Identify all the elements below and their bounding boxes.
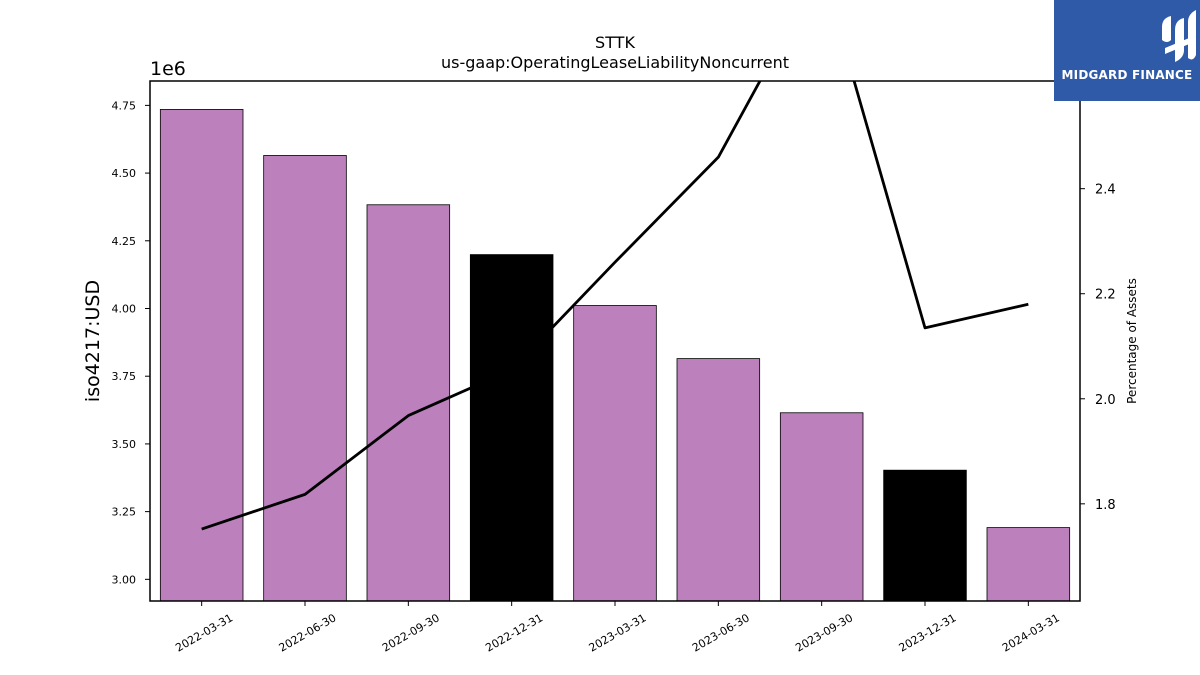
chart-subtitle: us-gaap:OperatingLeaseLiabilityNoncurren… [441,53,789,72]
bar-2023-09-30 [779,412,864,602]
y-tick-label: 3.00 [112,573,137,586]
bar-2023-12-31 [883,469,967,602]
y2-tick-label: 2.0 [1095,393,1116,408]
chart-title: STTK [595,33,635,52]
y2-tick-label: 2.4 [1095,183,1116,198]
logo-text: MIDGARD FINANCE [1061,68,1193,82]
percentage-of-assets-line [201,81,1029,531]
y-tick-label: 4.75 [112,99,137,112]
y2-tick-label: 1.8 [1095,498,1116,513]
plot-frame [149,80,1081,602]
y-tick-label: 4.25 [112,235,137,248]
x-tick-label: 2022-09-30 [380,611,442,654]
bar-2023-03-31 [573,305,657,602]
logo-mark-icon [1162,10,1196,62]
y2-axis-label: Percentage of Assets [1125,278,1139,404]
x-tick-label: 2023-12-31 [897,611,959,654]
y-offset-label: 1e6 [150,58,186,80]
y-tick-label: 3.25 [112,506,137,519]
x-tick-label: 2023-03-31 [587,611,649,654]
y2-tick-label: 2.2 [1095,288,1116,303]
x-tick-label: 2023-06-30 [690,611,752,654]
x-tick-label: 2024-03-31 [1000,611,1062,654]
y-tick-label: 4.00 [112,303,137,316]
bar-2022-06-30 [263,155,347,602]
bar-2023-06-30 [676,358,761,602]
bar-2022-03-31 [159,109,244,602]
bar-2022-12-31 [469,254,554,602]
y-axis-label: iso4217:USD [82,280,104,402]
x-tick-label: 2022-06-30 [277,611,339,654]
y-tick-label: 3.50 [112,438,137,451]
bar-2024-03-31 [986,527,1071,602]
x-tick-label: 2022-03-31 [173,611,235,654]
x-tick-label: 2022-12-31 [483,611,545,654]
x-tick-label: 2023-09-30 [793,611,855,654]
midgard-finance-logo: MIDGARD FINANCE [1054,0,1200,101]
y-tick-label: 4.50 [112,167,137,180]
y-tick-label: 3.75 [112,370,137,383]
